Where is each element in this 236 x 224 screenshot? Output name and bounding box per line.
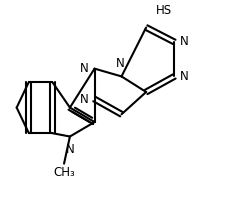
Text: N: N bbox=[80, 93, 89, 106]
Text: N: N bbox=[66, 143, 74, 156]
Text: N: N bbox=[180, 70, 189, 83]
Text: N: N bbox=[180, 35, 189, 48]
Text: N: N bbox=[116, 57, 125, 70]
Text: CH₃: CH₃ bbox=[53, 166, 75, 179]
Text: N: N bbox=[80, 62, 89, 75]
Text: HS: HS bbox=[156, 4, 172, 17]
